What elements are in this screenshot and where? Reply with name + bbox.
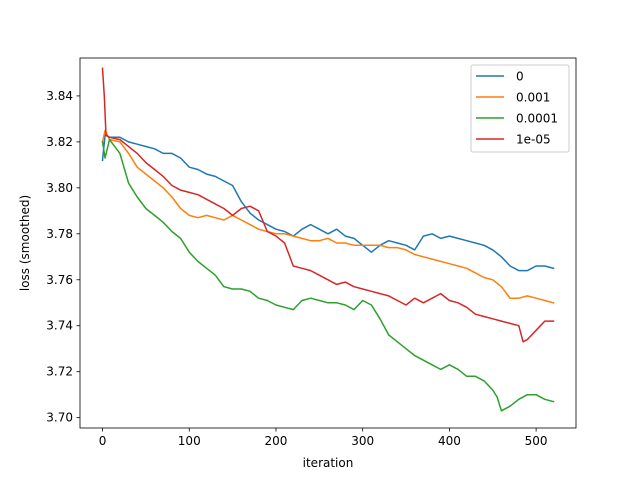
y-tick-label: 3.78 <box>46 227 73 241</box>
x-tick-label: 500 <box>525 434 548 448</box>
legend-label-2: 0.0001 <box>516 112 558 126</box>
legend: 0 0.001 0.0001 1e-05 <box>470 64 570 153</box>
series-line-2 <box>101 138 555 412</box>
y-tick-label: 3.80 <box>46 181 73 195</box>
x-tick-label: 400 <box>438 434 461 448</box>
x-tick-label: 200 <box>265 434 288 448</box>
y-ticks: 3.70 3.72 3.74 3.76 3.78 3.80 3.82 3.84 <box>46 89 80 425</box>
legend-label-3: 1e-05 <box>516 133 551 147</box>
x-tick-label: 100 <box>178 434 201 448</box>
x-axis-label: iteration <box>303 456 354 470</box>
legend-label-1: 0.001 <box>516 91 550 105</box>
y-axis-label: loss (smoothed) <box>18 195 32 291</box>
y-tick-label: 3.84 <box>46 89 73 103</box>
plot-frame <box>79 57 577 429</box>
y-tick-label: 3.72 <box>46 365 73 379</box>
x-tick-label: 0 <box>99 434 107 448</box>
y-tick-label: 3.76 <box>46 273 73 287</box>
series-line-0 <box>101 134 555 272</box>
series-line-1 <box>101 129 555 304</box>
legend-box <box>470 64 570 153</box>
x-tick-label: 300 <box>351 434 374 448</box>
x-ticks: 0 100 200 300 400 500 <box>99 428 548 448</box>
legend-label-0: 0 <box>516 70 524 84</box>
y-tick-label: 3.82 <box>46 135 73 149</box>
y-tick-label: 3.74 <box>46 319 73 333</box>
series-layer <box>101 67 555 412</box>
y-tick-label: 3.70 <box>46 411 73 425</box>
series-line-3 <box>101 67 555 343</box>
